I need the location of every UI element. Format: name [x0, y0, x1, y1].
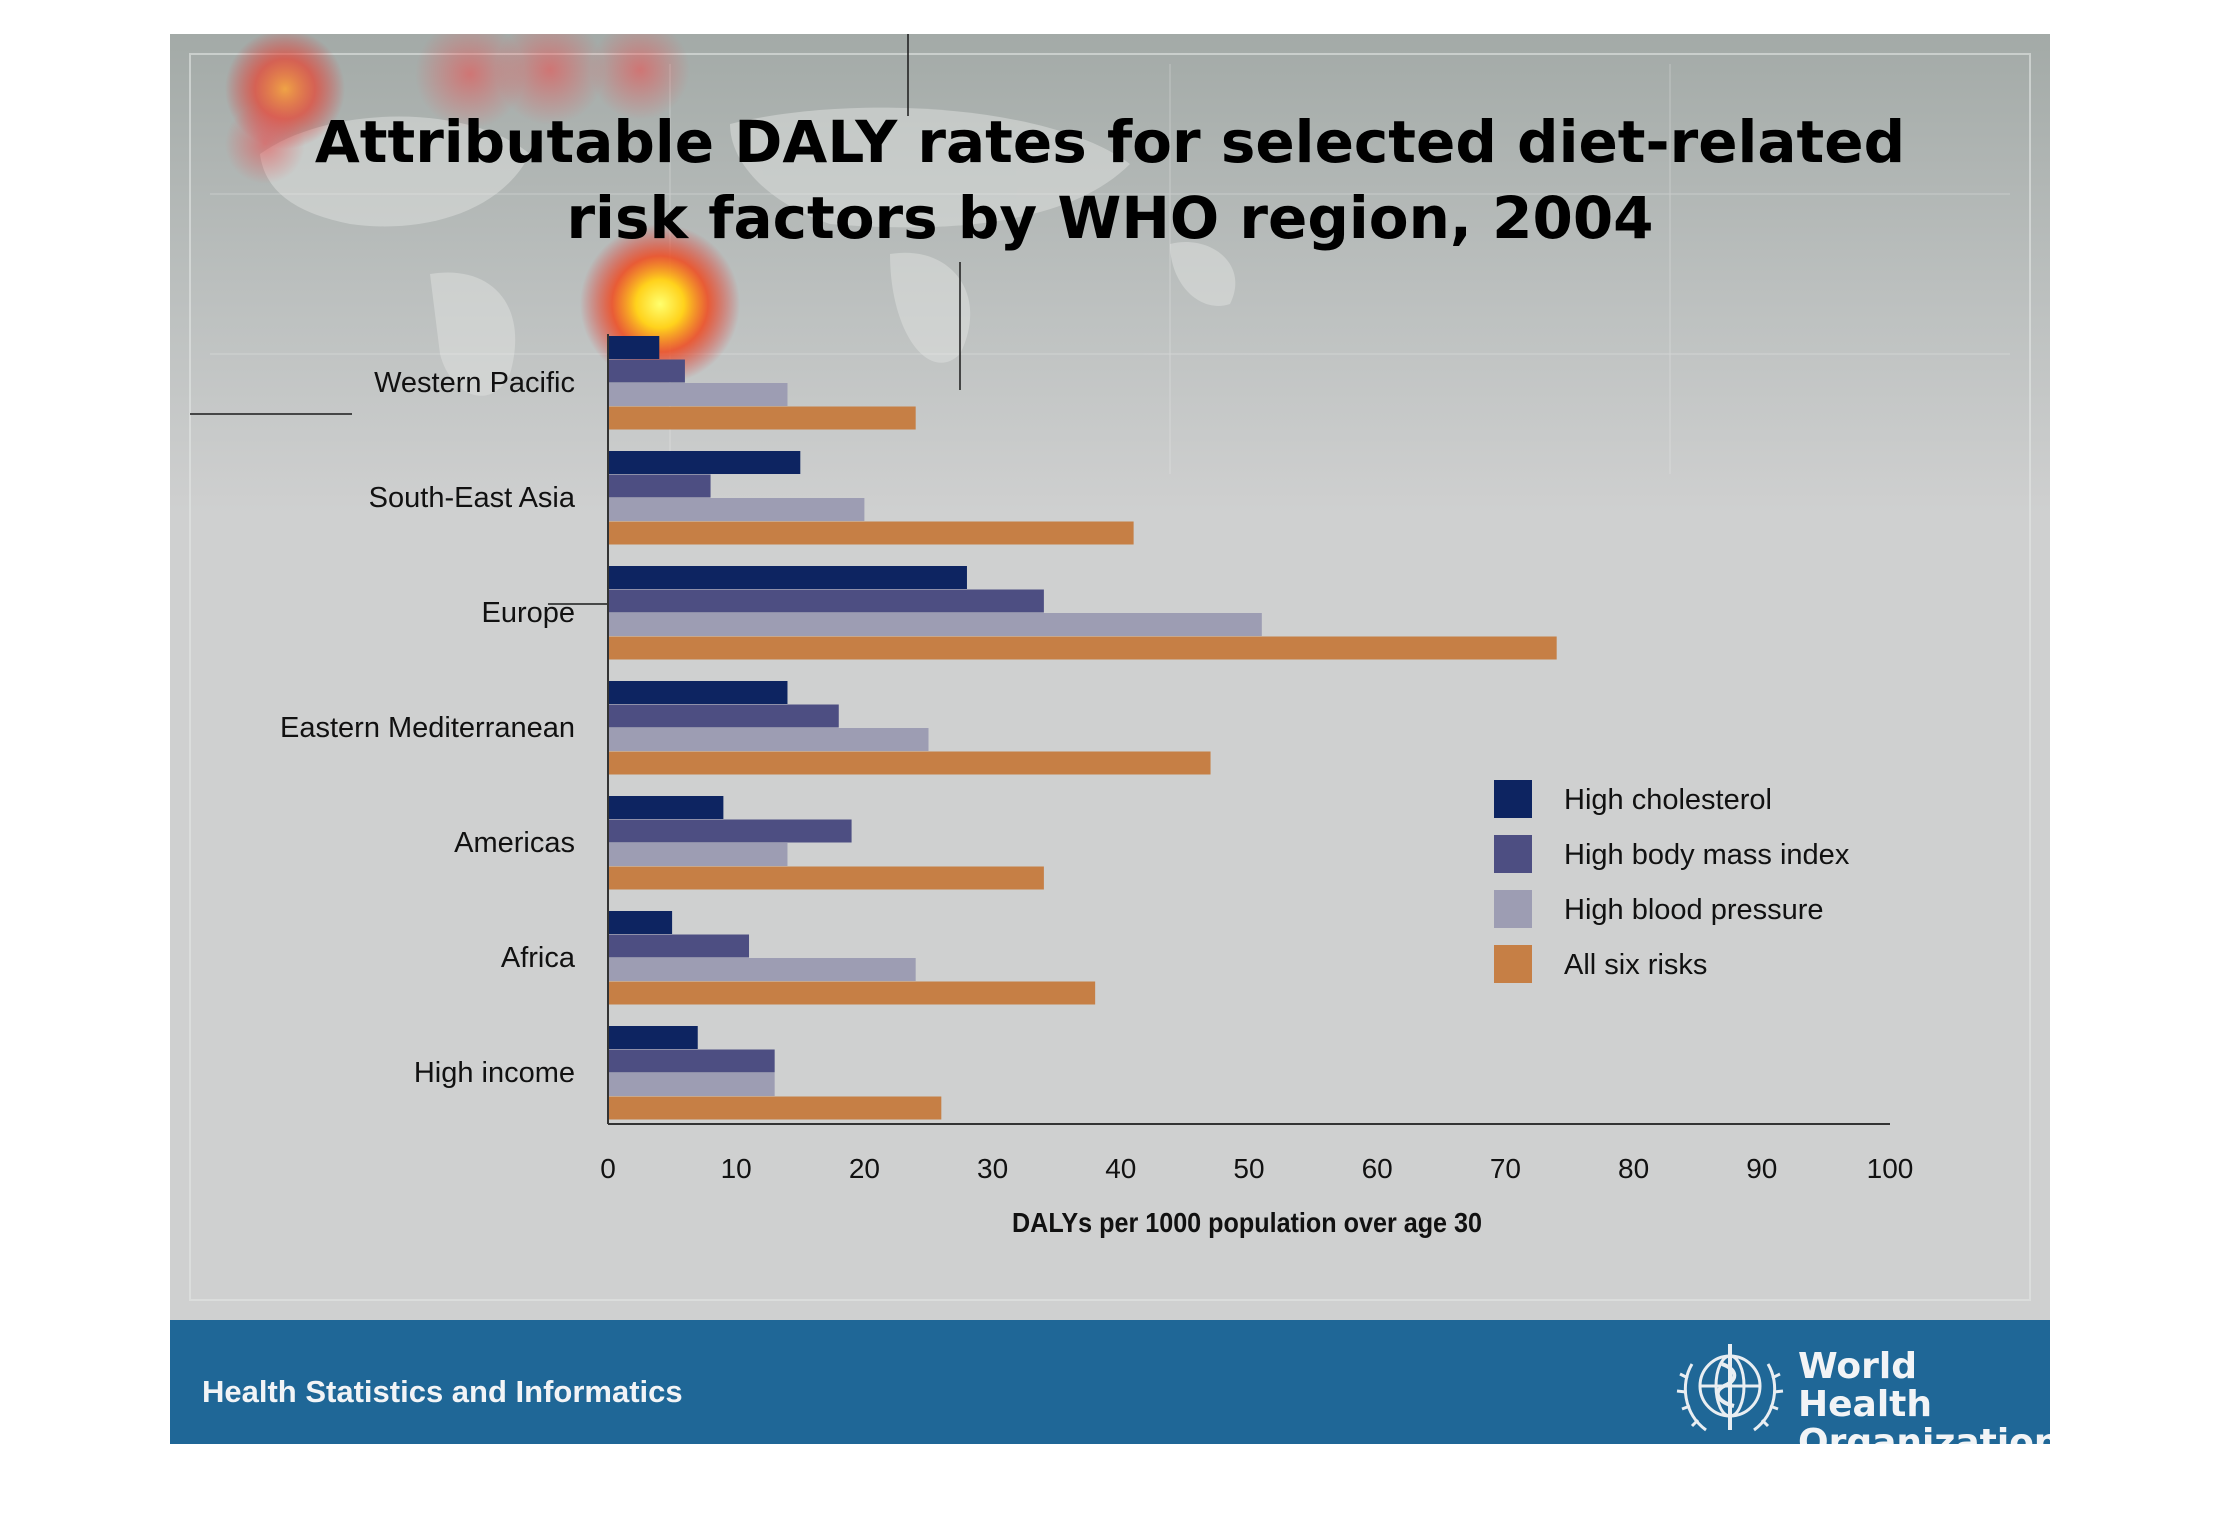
bars-layer: [608, 336, 1557, 1120]
chart-title-line-2: risk factors by WHO region, 2004: [566, 184, 1654, 252]
bar-eastern-mediterranean-high-cholesterol: [608, 681, 788, 704]
bar-south-east-asia-high-cholesterol: [608, 451, 801, 474]
footer-bar: Health Statistics and Informatics World …: [170, 1320, 2050, 1444]
bar-africa-high-body-mass-index: [608, 934, 750, 958]
who-wordmark-line-1: World Health: [1798, 1346, 1933, 1425]
x-tick-label: 90: [1746, 1153, 1777, 1184]
x-axis-title: DALYs per 1000 population over age 30: [1012, 1207, 1482, 1238]
chart-title-line-1: Attributable DALY rates for selected die…: [314, 108, 1906, 176]
x-tick-label: 50: [1233, 1153, 1264, 1184]
bar-western-pacific-high-body-mass-index: [608, 359, 685, 383]
x-tick-label: 30: [977, 1153, 1008, 1184]
legend-label: High cholesterol: [1564, 784, 1772, 816]
bar-south-east-asia-high-blood-pressure: [608, 498, 865, 521]
legend-label: All six risks: [1564, 949, 1707, 981]
world-map-watermark: [260, 107, 1236, 396]
bar-high-income-high-blood-pressure: [608, 1073, 775, 1096]
bar-eastern-mediterranean-high-body-mass-index: [608, 704, 839, 728]
bar-africa-all-six-risks: [608, 981, 1096, 1005]
category-label: Europe: [481, 597, 575, 629]
bar-western-pacific-high-cholesterol: [608, 336, 660, 359]
x-tick-labels: 0 10 20 30 40 50 60 70 80 90 100: [600, 1153, 1913, 1184]
bar-eastern-mediterranean-all-six-risks: [608, 751, 1211, 775]
who-emblem-icon: [1676, 1344, 1784, 1432]
x-tick-label: 0: [600, 1153, 616, 1184]
legend-swatch: [1494, 780, 1532, 818]
bar-americas-high-cholesterol: [608, 796, 724, 819]
bar-western-pacific-high-blood-pressure: [608, 383, 788, 406]
bar-americas-high-blood-pressure: [608, 843, 788, 866]
category-label: Africa: [501, 942, 576, 974]
x-tick-label: 40: [1105, 1153, 1136, 1184]
category-labels: Western Pacific South-East Asia Europe East…: [280, 367, 576, 1089]
x-tick-label: 20: [849, 1153, 880, 1184]
who-wordmark: World Health Organization: [1798, 1346, 2050, 1445]
bar-high-income-all-six-risks: [608, 1096, 942, 1120]
bar-africa-high-cholesterol: [608, 911, 673, 934]
x-tick-label: 100: [1867, 1153, 1914, 1184]
bar-high-income-high-cholesterol: [608, 1026, 698, 1049]
bar-europe-high-cholesterol: [608, 566, 967, 589]
legend: High cholesterol High body mass index High…: [1494, 780, 1850, 983]
bar-high-income-high-body-mass-index: [608, 1049, 775, 1073]
bar-western-pacific-all-six-risks: [608, 406, 916, 430]
legend-swatch: [1494, 890, 1532, 928]
category-label: Western Pacific: [374, 367, 575, 399]
x-tick-label: 10: [721, 1153, 752, 1184]
x-tick-label: 80: [1618, 1153, 1649, 1184]
bar-eastern-mediterranean-high-blood-pressure: [608, 728, 929, 751]
bar-americas-all-six-risks: [608, 866, 1044, 890]
category-label: South-East Asia: [369, 482, 576, 514]
legend-swatch: [1494, 945, 1532, 983]
slide-background: [170, 34, 2050, 1301]
bar-europe-high-body-mass-index: [608, 589, 1044, 613]
bar-south-east-asia-high-body-mass-index: [608, 474, 711, 498]
bar-europe-high-blood-pressure: [608, 613, 1262, 636]
who-wordmark-line-2: Organization: [1798, 1422, 2050, 1445]
bar-south-east-asia-all-six-risks: [608, 521, 1134, 545]
bar-americas-high-body-mass-index: [608, 819, 852, 843]
legend-label: High body mass index: [1564, 839, 1850, 871]
slide: Attributable DALY rates for selected die…: [170, 34, 2050, 1444]
category-label: Americas: [454, 827, 575, 859]
bar-chart: Western Pacific South-East Asia Europe East…: [280, 334, 1913, 1238]
category-label: High income: [414, 1057, 575, 1089]
category-label: Eastern Mediterranean: [280, 712, 575, 744]
legend-swatch: [1494, 835, 1532, 873]
x-tick-label: 60: [1362, 1153, 1393, 1184]
chart-title: Attributable DALY rates for selected die…: [170, 104, 2050, 256]
legend-label: High blood pressure: [1564, 894, 1824, 926]
bar-africa-high-blood-pressure: [608, 958, 916, 981]
footer-text: Health Statistics and Informatics: [202, 1374, 683, 1409]
x-tick-label: 70: [1490, 1153, 1521, 1184]
bar-europe-all-six-risks: [608, 636, 1557, 660]
